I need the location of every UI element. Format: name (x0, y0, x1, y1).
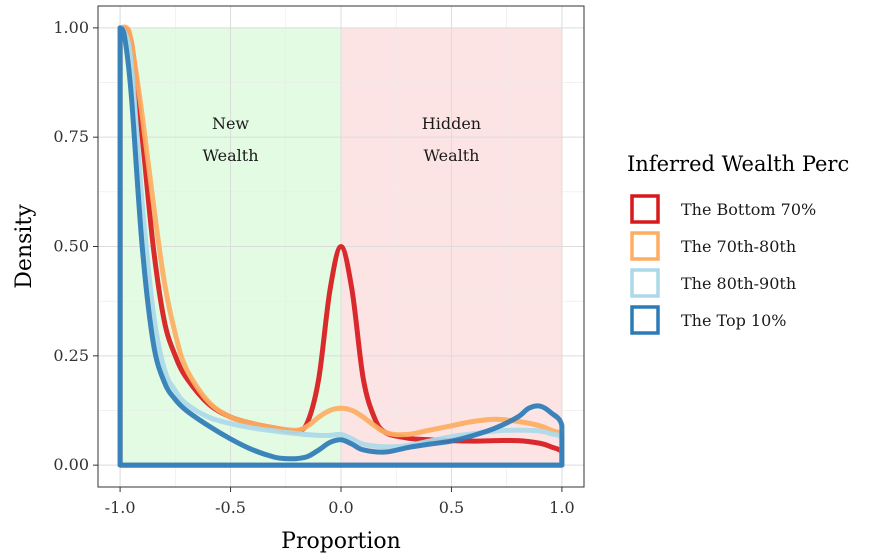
y-tick-label: 0.50 (53, 237, 89, 256)
legend: Inferred Wealth Perc The Bottom 70% The 7… (627, 152, 849, 335)
series-line-1 (117, 25, 565, 468)
series-line-4 (117, 25, 565, 468)
x-tick-label: 1.0 (549, 498, 574, 517)
x-tick-label: -1.0 (105, 498, 136, 517)
legend-title: Inferred Wealth Perc (627, 152, 849, 176)
legend-key-3 (630, 268, 660, 298)
legend-key-2 (630, 231, 660, 261)
region-label-1-line-1: Wealth (423, 146, 479, 165)
y-axis-title: Density (12, 204, 37, 289)
x-tick-label: 0.0 (328, 498, 353, 517)
region-annotations: New Wealth Hidden Wealth (203, 114, 482, 165)
y-tick-label: 1.00 (53, 18, 89, 37)
legend-label-4: The Top 10% (681, 311, 786, 330)
legend-label-3: The 80th-90th (681, 274, 796, 293)
y-tick-label: 0.00 (53, 455, 89, 474)
series-line-2 (117, 24, 565, 468)
density-curves (117, 24, 565, 468)
region-label-0-line-0: New (212, 114, 249, 133)
x-tick-label: 0.5 (439, 498, 464, 517)
y-tick-label: 0.25 (53, 346, 89, 365)
legend-label-2: The 70th-80th (681, 237, 796, 256)
y-tick-label: 0.75 (53, 127, 89, 146)
legend-key-4 (630, 305, 660, 335)
region-label-1-line-0: Hidden (422, 114, 481, 133)
axis-ticks: -1.0 -0.5 0.0 0.5 1.0 0.00 0.25 0.50 0.75 1.00 (53, 18, 574, 517)
legend-label-1: The Bottom 70% (681, 200, 816, 219)
x-tick-label: -0.5 (215, 498, 246, 517)
x-axis-title: Proportion (281, 529, 401, 554)
legend-key-1 (630, 194, 660, 224)
region-label-0-line-1: Wealth (203, 146, 259, 165)
